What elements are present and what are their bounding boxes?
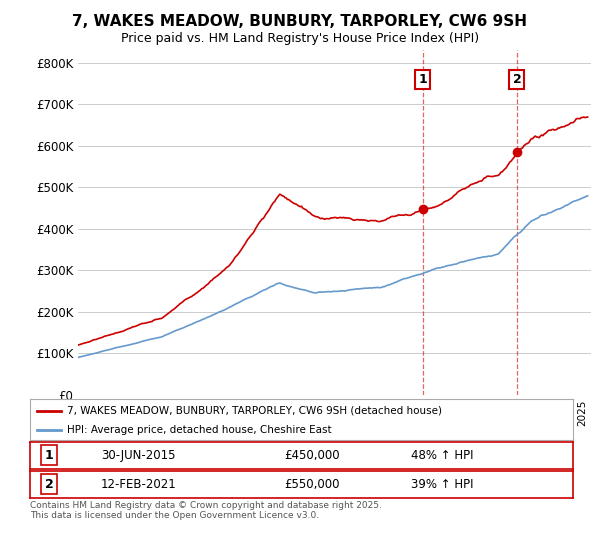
Text: HPI: Average price, detached house, Cheshire East: HPI: Average price, detached house, Ches… bbox=[67, 425, 332, 435]
Text: Contains HM Land Registry data © Crown copyright and database right 2025.
This d: Contains HM Land Registry data © Crown c… bbox=[30, 501, 382, 520]
Text: 1: 1 bbox=[44, 449, 53, 462]
Text: 1: 1 bbox=[418, 73, 427, 86]
Text: £450,000: £450,000 bbox=[284, 449, 340, 462]
Text: 7, WAKES MEADOW, BUNBURY, TARPORLEY, CW6 9SH (detached house): 7, WAKES MEADOW, BUNBURY, TARPORLEY, CW6… bbox=[67, 405, 442, 416]
Text: 2: 2 bbox=[44, 478, 53, 491]
Text: £550,000: £550,000 bbox=[284, 478, 340, 491]
Text: 30-JUN-2015: 30-JUN-2015 bbox=[101, 449, 176, 462]
Text: 7, WAKES MEADOW, BUNBURY, TARPORLEY, CW6 9SH: 7, WAKES MEADOW, BUNBURY, TARPORLEY, CW6… bbox=[73, 14, 527, 29]
Text: 12-FEB-2021: 12-FEB-2021 bbox=[101, 478, 176, 491]
Text: Price paid vs. HM Land Registry's House Price Index (HPI): Price paid vs. HM Land Registry's House … bbox=[121, 32, 479, 45]
Text: 2: 2 bbox=[512, 73, 521, 86]
Text: 48% ↑ HPI: 48% ↑ HPI bbox=[412, 449, 474, 462]
Text: 39% ↑ HPI: 39% ↑ HPI bbox=[412, 478, 474, 491]
